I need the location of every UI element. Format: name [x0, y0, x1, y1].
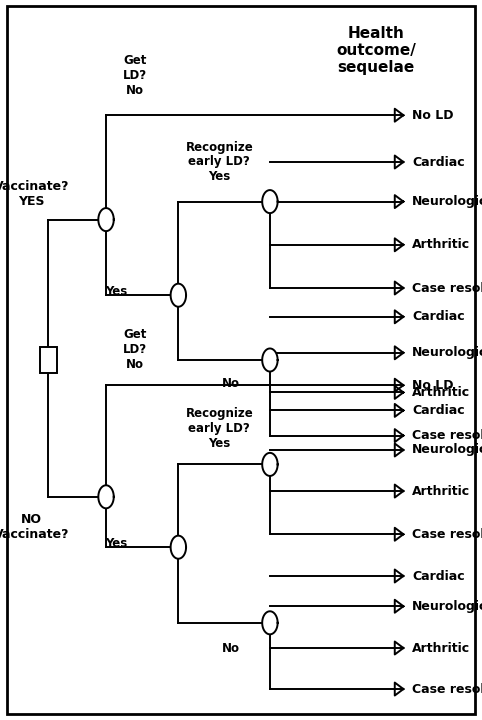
Text: No: No: [222, 642, 241, 654]
Text: Cardiac: Cardiac: [412, 570, 465, 582]
Text: Case resolved: Case resolved: [412, 429, 482, 442]
Polygon shape: [262, 348, 278, 372]
Text: Case resolved: Case resolved: [412, 528, 482, 541]
Text: Recognize
early LD?
Yes: Recognize early LD? Yes: [186, 407, 253, 450]
Text: Get
LD?
No: Get LD? No: [123, 54, 147, 97]
Text: Yes: Yes: [106, 537, 128, 550]
Polygon shape: [98, 208, 114, 231]
Text: Case resolved: Case resolved: [412, 282, 482, 294]
Text: Case resolved: Case resolved: [412, 683, 482, 696]
Polygon shape: [98, 485, 114, 508]
Text: Yes: Yes: [106, 285, 128, 298]
Text: Neurologic: Neurologic: [412, 346, 482, 359]
Polygon shape: [171, 536, 186, 559]
Text: Get
LD?
No: Get LD? No: [123, 328, 147, 371]
Text: Vaccinate?
YES: Vaccinate? YES: [0, 181, 69, 208]
Text: Health
outcome/
sequelae: Health outcome/ sequelae: [336, 25, 416, 76]
Text: Cardiac: Cardiac: [412, 404, 465, 417]
Bar: [40, 347, 57, 373]
Text: No LD: No LD: [412, 379, 454, 392]
Text: No: No: [222, 377, 241, 390]
Text: Neurologic: Neurologic: [412, 600, 482, 613]
Text: Arthritic: Arthritic: [412, 642, 470, 654]
Text: Arthritic: Arthritic: [412, 485, 470, 498]
Text: Cardiac: Cardiac: [412, 156, 465, 168]
Polygon shape: [262, 190, 278, 213]
Text: Neurologic: Neurologic: [412, 444, 482, 456]
Polygon shape: [171, 284, 186, 307]
Polygon shape: [262, 611, 278, 634]
Polygon shape: [262, 453, 278, 476]
Text: Neurologic: Neurologic: [412, 195, 482, 208]
Text: Cardiac: Cardiac: [412, 310, 465, 323]
Text: Arthritic: Arthritic: [412, 238, 470, 251]
Text: Recognize
early LD?
Yes: Recognize early LD? Yes: [186, 140, 253, 184]
FancyBboxPatch shape: [7, 6, 475, 714]
Text: No LD: No LD: [412, 109, 454, 122]
Text: Arthritic: Arthritic: [412, 386, 470, 399]
Text: NO
Vaccinate?: NO Vaccinate?: [0, 513, 69, 541]
